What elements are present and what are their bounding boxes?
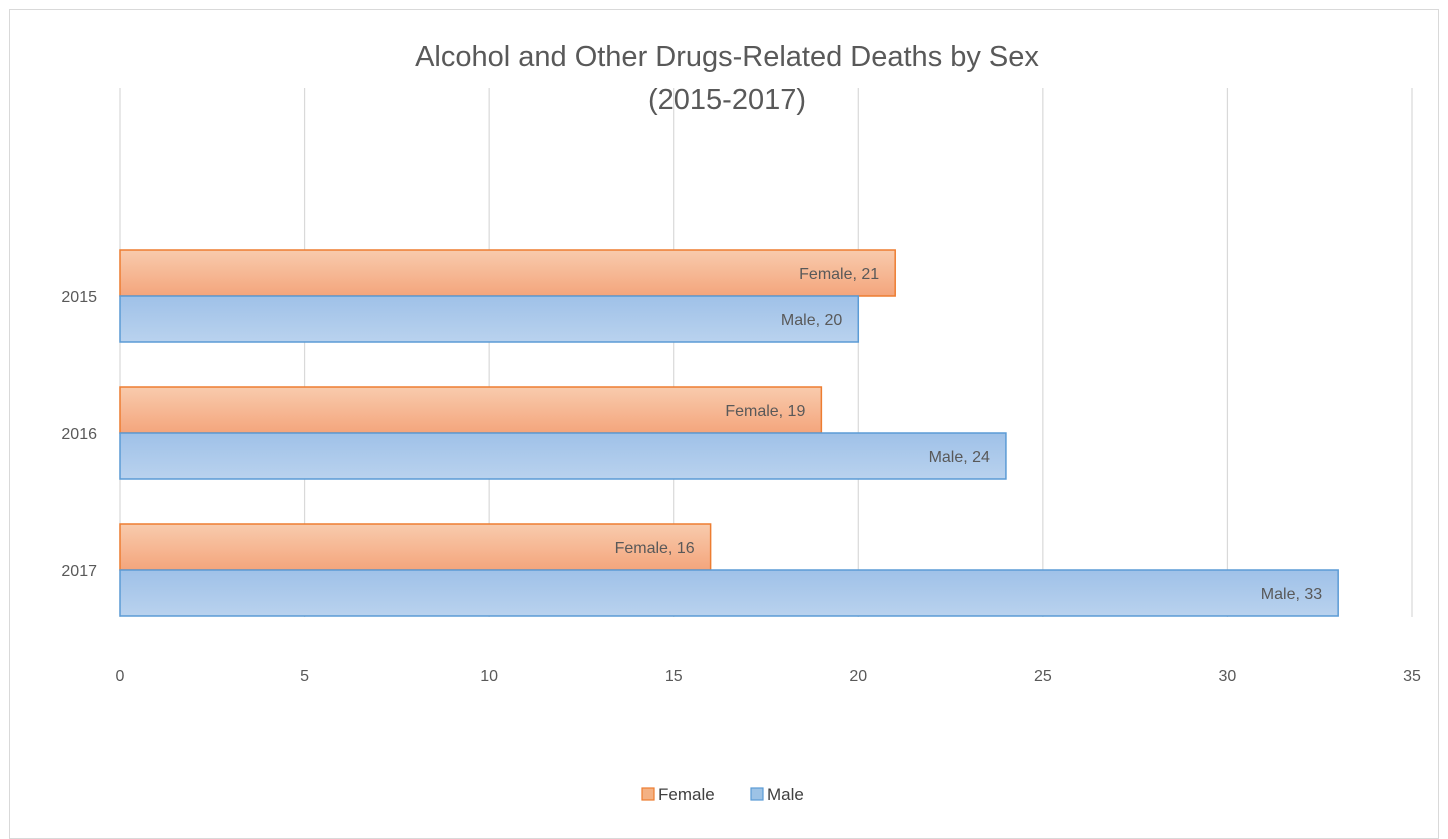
x-tick-label: 25 bbox=[1034, 668, 1052, 685]
x-tick-label: 30 bbox=[1219, 668, 1237, 685]
y-axis-labels: 2015 2016 2017 bbox=[61, 289, 97, 580]
data-label-female-2015: Female, 21 bbox=[799, 266, 879, 283]
data-label-female-2016: Female, 19 bbox=[725, 403, 805, 420]
legend-swatch-male bbox=[750, 787, 764, 801]
x-tick-label: 15 bbox=[665, 668, 683, 685]
data-labels: Female, 21 Male, 20 Female, 19 Male, 24 Fema… bbox=[615, 266, 1323, 603]
legend-label-male: Male bbox=[767, 785, 804, 804]
legend-label-female: Female bbox=[658, 785, 715, 804]
bar-female-2016 bbox=[119, 386, 823, 434]
bars bbox=[119, 249, 1339, 617]
x-tick-label: 10 bbox=[480, 668, 498, 685]
y-tick-label: 2017 bbox=[61, 563, 97, 580]
legend: Female Male bbox=[641, 785, 804, 804]
data-label-male-2016: Male, 24 bbox=[929, 449, 990, 466]
chart-title-line-1: Alcohol and Other Drugs-Related Deaths b… bbox=[415, 41, 1039, 73]
data-label-male-2015: Male, 20 bbox=[781, 312, 842, 329]
y-tick-label: 2016 bbox=[61, 426, 97, 443]
legend-swatch-female bbox=[641, 787, 655, 801]
x-tick-label: 0 bbox=[116, 668, 125, 685]
bar-male-2017 bbox=[119, 569, 1339, 617]
data-label-male-2017: Male, 33 bbox=[1261, 586, 1322, 603]
x-tick-label: 20 bbox=[849, 668, 867, 685]
bar-female-2015 bbox=[119, 249, 896, 297]
chart-title-line-2: (2015-2017) bbox=[648, 84, 806, 116]
data-label-female-2017: Female, 16 bbox=[615, 540, 695, 557]
bar-male-2015 bbox=[119, 295, 860, 343]
x-tick-label: 5 bbox=[300, 668, 309, 685]
bar-male-2016 bbox=[119, 432, 1007, 480]
y-tick-label: 2015 bbox=[61, 289, 97, 306]
x-axis-labels: 0 5 10 15 20 25 30 35 bbox=[116, 668, 1421, 685]
x-tick-label: 35 bbox=[1403, 668, 1421, 685]
